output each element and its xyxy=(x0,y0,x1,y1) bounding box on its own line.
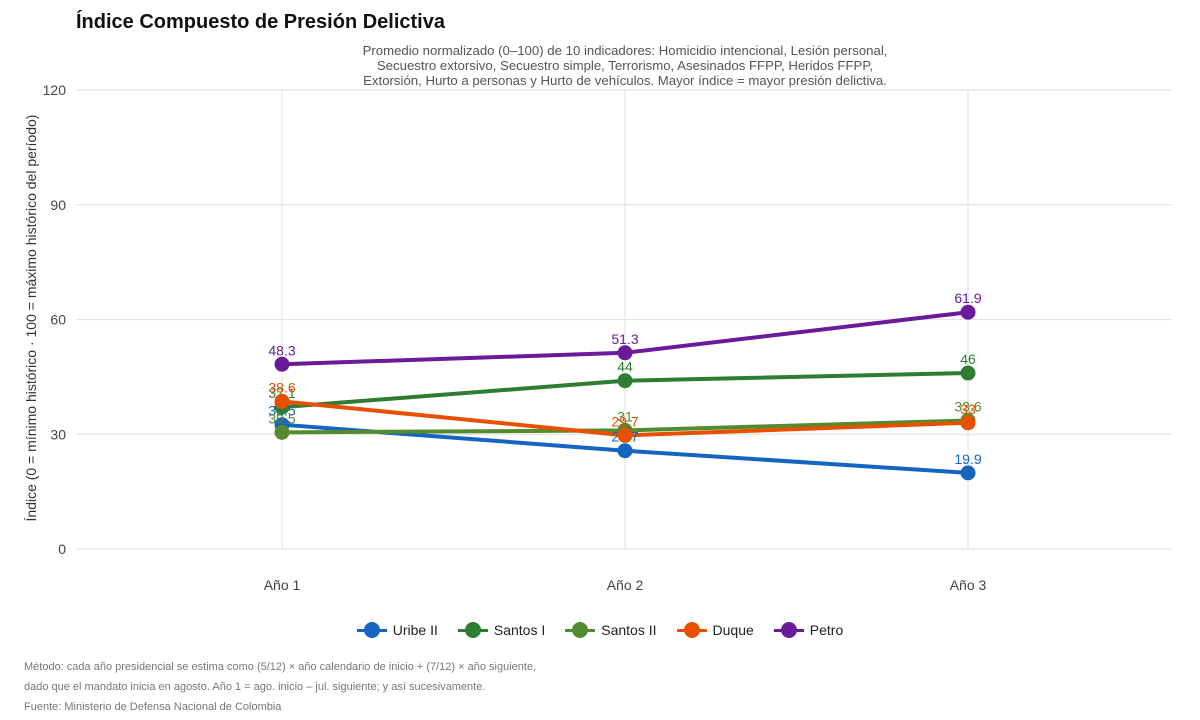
y-tick-label: 30 xyxy=(50,426,66,442)
legend-label: Santos I xyxy=(493,622,546,638)
data-point xyxy=(960,365,976,381)
legend-swatch-dot xyxy=(683,622,700,638)
subtitle-line: Extorsión, Hurto a personas y Hurto de v… xyxy=(363,73,887,88)
data-label: 61.9 xyxy=(954,290,981,306)
data-point xyxy=(617,373,633,389)
data-point xyxy=(617,427,633,443)
data-point xyxy=(960,415,976,431)
chart-title: Índice Compuesto de Presión Delictiva xyxy=(76,11,445,33)
legend-swatch xyxy=(356,621,387,639)
data-label: 33 xyxy=(960,401,976,417)
legend-swatch-dot xyxy=(464,622,481,638)
data-point xyxy=(617,443,633,459)
legend-item: Duque xyxy=(676,621,754,639)
y-tick-label: 120 xyxy=(43,82,67,98)
x-tick-label: Año 2 xyxy=(607,577,644,593)
data-label: 51.3 xyxy=(611,331,638,347)
data-label: 31 xyxy=(617,408,633,424)
legend-label: Duque xyxy=(712,622,754,638)
subtitle-line: Promedio normalizado (0–100) de 10 indic… xyxy=(362,43,888,58)
data-label: 44 xyxy=(617,359,633,375)
data-point xyxy=(274,424,290,440)
legend-item: Santos II xyxy=(565,621,657,639)
legend-label: Santos II xyxy=(601,622,657,638)
caption: Método: cada año presidencial se estima … xyxy=(24,657,536,717)
legend-item: Petro xyxy=(773,621,844,639)
legend-swatch xyxy=(457,621,488,639)
legend-swatch-dot xyxy=(363,622,380,638)
data-point xyxy=(274,356,290,372)
data-point xyxy=(617,345,633,361)
y-tick-label: 60 xyxy=(50,312,66,328)
data-label: 30.5 xyxy=(268,410,295,426)
data-label: 46 xyxy=(960,351,976,367)
data-label: 33.6 xyxy=(954,398,981,414)
data-label: 29.7 xyxy=(611,413,638,429)
data-label: 48.3 xyxy=(268,342,295,358)
data-point xyxy=(274,393,290,409)
legend-swatch xyxy=(676,621,707,639)
legend: Uribe II Santos I Santos II Duque Petro xyxy=(0,621,1200,639)
legend-item: Santos I xyxy=(457,621,546,639)
legend-swatch xyxy=(565,621,596,639)
legend-swatch xyxy=(773,621,804,639)
subtitle-line: Secuestro extorsivo, Secuestro simple, T… xyxy=(376,58,874,73)
legend-swatch-dot xyxy=(572,622,589,638)
legend-label: Uribe II xyxy=(392,622,438,638)
x-tick-label: Año 1 xyxy=(264,577,301,593)
legend-label: Petro xyxy=(809,622,844,638)
data-label: 19.9 xyxy=(954,451,981,467)
y-tick-label: 90 xyxy=(50,197,66,213)
data-label: 37.1 xyxy=(268,385,295,401)
data-point xyxy=(960,465,976,481)
data-label: 38.6 xyxy=(268,379,295,395)
x-tick-label: Año 3 xyxy=(950,577,987,593)
caption-method-line: dado que el mandato inicia en agosto. Añ… xyxy=(24,681,486,693)
chart-subtitle: Promedio normalizado (0–100) de 10 indic… xyxy=(270,43,980,88)
caption-method-line: Método: cada año presidencial se estima … xyxy=(24,661,537,673)
legend-item: Uribe II xyxy=(356,621,438,639)
data-point xyxy=(960,304,976,320)
legend-swatch-dot xyxy=(780,622,797,638)
y-tick-label: 0 xyxy=(58,541,66,557)
caption-source-line: Fuente: Ministerio de Defensa Nacional d… xyxy=(24,701,282,713)
